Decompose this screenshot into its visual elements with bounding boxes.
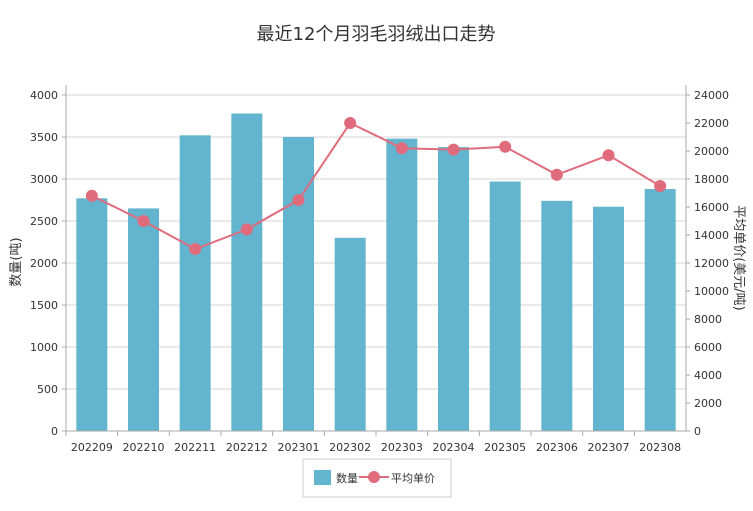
bar-series (76, 113, 676, 431)
bar (593, 206, 624, 431)
bar (128, 208, 159, 431)
line-point (395, 142, 408, 155)
left-tick-label: 1000 (30, 341, 58, 354)
line-point (240, 223, 253, 236)
bar (489, 181, 521, 431)
bar (541, 200, 573, 431)
left-tick-label: 3000 (30, 173, 58, 186)
legend-label-bar: 数量 (336, 472, 358, 485)
bar (334, 237, 366, 431)
line-point (447, 143, 460, 156)
legend: 数量 平均单价 (302, 458, 452, 498)
legend-swatch-bar (314, 470, 331, 485)
x-tick-label: 202308 (639, 441, 681, 454)
bar (76, 198, 108, 431)
bar (438, 147, 469, 431)
y2-axis-label: 平均单价(美元/吨) (731, 205, 746, 311)
bar (283, 137, 314, 431)
left-axis-ticks: 0 500 1000 1500 2000 2500 3000 3500 4000 (30, 89, 66, 438)
legend-label-line: 平均单价 (391, 472, 435, 485)
x-tick-label: 202306 (536, 441, 578, 454)
right-tick-label: 0 (694, 425, 701, 438)
right-tick-label: 16000 (694, 201, 729, 214)
legend-swatch-marker (368, 471, 380, 483)
chart-title: 最近12个月羽毛羽绒出口走势 (257, 24, 496, 45)
x-tick-label: 202302 (329, 441, 371, 454)
x-tick-label: 202307 (588, 441, 630, 454)
bar (179, 135, 211, 431)
line-path (91, 121, 661, 251)
x-axis-ticks: 202209 202210 202211 202212 202301 202302 2023… (65, 431, 681, 454)
x-tick-label: 202304 (433, 441, 475, 454)
right-tick-label: 8000 (694, 313, 722, 326)
x-tick-label: 202303 (381, 441, 423, 454)
line-point (550, 168, 563, 181)
y-axis-label: 数量(吨) (9, 237, 24, 286)
left-tick-label: 4000 (30, 89, 58, 102)
right-tick-label: 10000 (694, 285, 729, 298)
x-tick-label: 202211 (174, 441, 216, 454)
right-tick-label: 2000 (694, 397, 722, 410)
right-tick-label: 6000 (694, 341, 722, 354)
line-point (137, 215, 150, 227)
right-tick-label: 14000 (694, 229, 729, 242)
left-tick-label: 0 (51, 425, 58, 438)
x-tick-label: 202212 (226, 441, 268, 454)
line-point (292, 194, 305, 206)
right-tick-label: 20000 (694, 145, 729, 158)
bar (644, 189, 676, 431)
line-point (189, 243, 202, 255)
line-point (344, 117, 357, 129)
right-tick-label: 12000 (694, 257, 729, 270)
line-point (654, 180, 667, 192)
left-tick-label: 500 (37, 383, 58, 396)
line-point (499, 140, 512, 153)
x-tick-label: 202209 (71, 441, 113, 454)
right-tick-label: 24000 (694, 89, 729, 102)
left-tick-label: 1500 (30, 299, 58, 312)
bar (231, 113, 263, 431)
line-series (85, 117, 667, 255)
right-axis-ticks: 0 2000 4000 6000 8000 10000 12000 14000 16000 180… (686, 89, 729, 438)
line-point (602, 149, 615, 162)
x-tick-label: 202301 (278, 441, 320, 454)
line-point (85, 189, 98, 202)
right-tick-label: 4000 (694, 369, 722, 382)
left-tick-label: 3500 (30, 131, 58, 144)
grid-lines (66, 94, 686, 432)
bar (386, 138, 418, 431)
left-tick-label: 2000 (30, 257, 58, 270)
x-tick-label: 202210 (123, 441, 165, 454)
right-tick-label: 22000 (694, 117, 729, 130)
right-tick-label: 18000 (694, 173, 729, 186)
x-tick-label: 202305 (484, 441, 526, 454)
left-tick-label: 2500 (30, 215, 58, 228)
